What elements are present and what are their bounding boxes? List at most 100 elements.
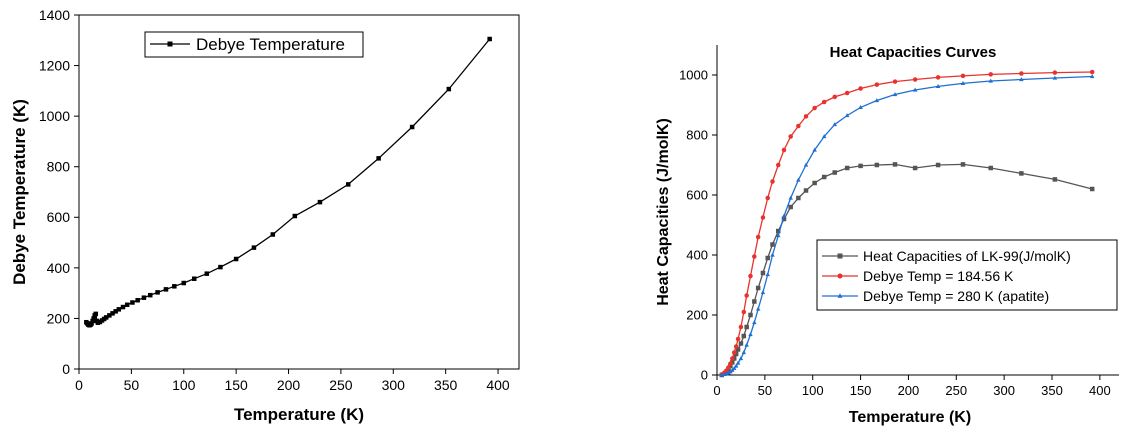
y-tick-label: 1200 bbox=[39, 57, 70, 73]
data-point bbox=[781, 216, 787, 222]
y-tick-label: 600 bbox=[686, 188, 708, 203]
x-tick-label: 0 bbox=[75, 377, 83, 393]
data-point bbox=[832, 94, 837, 100]
data-point bbox=[1052, 75, 1058, 80]
data-point bbox=[1019, 71, 1024, 76]
data-point bbox=[233, 256, 239, 262]
data-point bbox=[124, 302, 130, 308]
data-point bbox=[744, 342, 749, 347]
y-tick-label: 1000 bbox=[679, 68, 708, 83]
y-tick-label: 200 bbox=[686, 308, 708, 323]
data-point bbox=[760, 290, 766, 295]
y-tick-label: 1000 bbox=[39, 108, 70, 124]
data-point bbox=[735, 347, 741, 352]
data-point bbox=[803, 162, 809, 167]
y-tick-label: 400 bbox=[686, 248, 708, 263]
chart0-series bbox=[84, 36, 492, 328]
data-point bbox=[738, 341, 744, 346]
data-point bbox=[788, 195, 793, 200]
data-point bbox=[874, 82, 880, 87]
data-point bbox=[748, 273, 753, 279]
data-point bbox=[770, 179, 775, 184]
x-tick-label: 100 bbox=[802, 383, 824, 398]
data-point bbox=[120, 304, 126, 310]
data-point bbox=[731, 365, 737, 371]
data-point bbox=[935, 75, 941, 80]
data-point bbox=[181, 280, 187, 286]
data-point bbox=[191, 276, 197, 281]
legend-swatch-marker bbox=[837, 273, 843, 279]
data-point bbox=[89, 321, 94, 326]
series-line-2 bbox=[721, 75, 1093, 376]
data-point bbox=[776, 162, 781, 168]
data-point bbox=[733, 363, 739, 368]
data-point bbox=[1052, 70, 1058, 75]
data-point bbox=[1019, 77, 1024, 82]
data-point bbox=[874, 98, 880, 103]
series-line-1 bbox=[721, 71, 1093, 375]
data-point bbox=[116, 307, 122, 312]
x-tick-label: 300 bbox=[382, 377, 406, 393]
data-point bbox=[796, 123, 801, 129]
chart1-title: Heat Capacities Curves bbox=[830, 44, 997, 61]
data-point bbox=[765, 255, 770, 261]
legend-label: Heat Capacities of LK-99(J/molK) bbox=[863, 248, 1071, 264]
data-point bbox=[735, 360, 741, 365]
y-tick-label: 0 bbox=[701, 368, 708, 383]
data-point bbox=[788, 134, 793, 139]
data-point bbox=[1019, 171, 1024, 176]
data-point bbox=[726, 370, 731, 375]
y-tick-label: 800 bbox=[47, 159, 71, 175]
x-tick-label: 150 bbox=[850, 383, 872, 398]
data-point bbox=[135, 297, 140, 303]
data-point bbox=[776, 228, 781, 234]
data-point bbox=[103, 315, 109, 320]
data-point bbox=[844, 113, 850, 118]
chart0-ticks: 0 50 100 150 200 250 300 350 400 0 200 400 600 800 100… bbox=[39, 7, 510, 393]
chart1-xlabel: Temperature (K) bbox=[849, 409, 971, 426]
data-point bbox=[803, 188, 809, 193]
data-point bbox=[858, 163, 863, 169]
data-point bbox=[1052, 177, 1058, 182]
x-tick-label: 100 bbox=[172, 377, 196, 393]
data-point bbox=[892, 79, 898, 84]
data-point bbox=[741, 309, 747, 315]
data-point bbox=[487, 36, 492, 42]
data-point bbox=[760, 215, 766, 220]
data-point bbox=[107, 313, 112, 318]
data-point bbox=[821, 134, 827, 139]
data-point bbox=[93, 311, 99, 317]
data-point bbox=[317, 199, 323, 205]
x-tick-label: 200 bbox=[277, 377, 301, 393]
data-point bbox=[91, 316, 96, 321]
data-point bbox=[738, 324, 744, 330]
chart1-ticks: 0 50 100 150 200 250 300 350 400 0 200 400 600 800 100… bbox=[679, 68, 1111, 398]
x-tick-label: 400 bbox=[486, 377, 510, 393]
x-tick-label: 150 bbox=[224, 377, 248, 393]
chart0-plot-frame bbox=[78, 14, 520, 370]
data-point bbox=[960, 162, 966, 167]
data-point bbox=[1089, 186, 1095, 192]
legend-label: Debye Temp = 184.56 K bbox=[863, 268, 1014, 284]
data-point bbox=[141, 295, 147, 300]
x-tick-label: 400 bbox=[1089, 383, 1111, 398]
x-tick-label: 50 bbox=[124, 377, 140, 393]
series-line-0 bbox=[85, 38, 491, 327]
data-point bbox=[748, 312, 753, 318]
x-tick-label: 350 bbox=[1041, 383, 1063, 398]
chart0-xlabel: Temperature (K) bbox=[234, 405, 364, 424]
data-point bbox=[988, 165, 993, 171]
data-point bbox=[730, 356, 735, 361]
data-point bbox=[752, 299, 757, 304]
chart1-series bbox=[719, 69, 1095, 378]
chart0-ylabel: Debye Temperature (K) bbox=[10, 99, 29, 285]
data-point bbox=[912, 165, 918, 171]
chart1-legend: Heat Capacities of LK-99(J/molK) Debye Te… bbox=[816, 239, 1118, 311]
data-point bbox=[960, 80, 966, 86]
data-point bbox=[832, 170, 837, 175]
data-point bbox=[960, 73, 966, 79]
data-point bbox=[812, 105, 817, 111]
chart0-legend: Debye Temperature bbox=[144, 31, 364, 58]
data-point bbox=[874, 162, 880, 168]
